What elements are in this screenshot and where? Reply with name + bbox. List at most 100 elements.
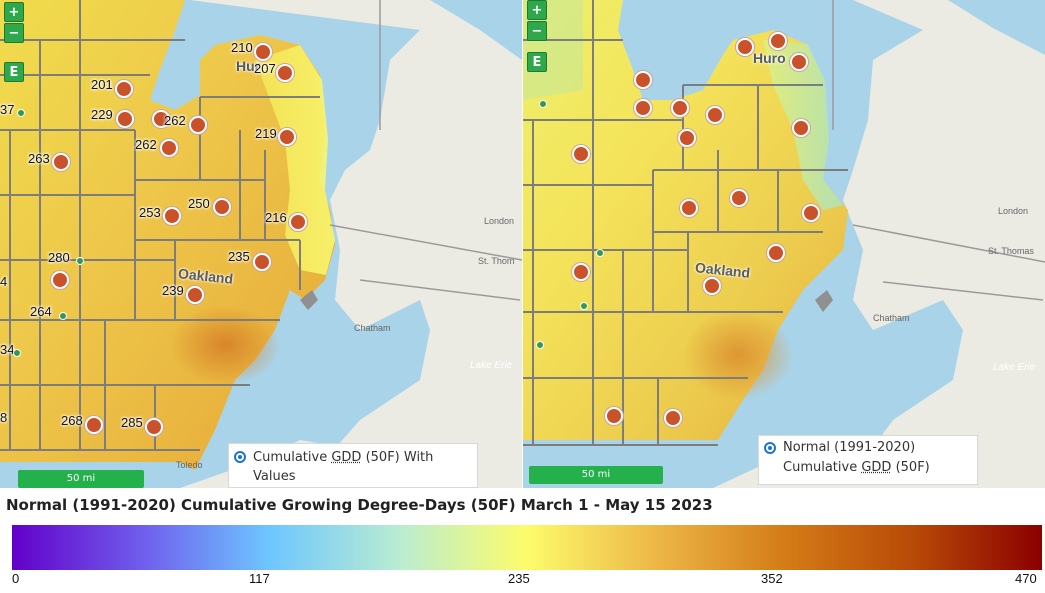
station-marker[interactable] [767, 244, 785, 262]
scale-bar-left: 50 mi [18, 470, 144, 488]
scale-bar-right: 50 mi [529, 466, 663, 484]
station-marker[interactable] [145, 418, 163, 436]
station-marker[interactable] [706, 106, 724, 124]
aux-station-marker[interactable] [13, 349, 21, 357]
station-marker[interactable] [186, 286, 204, 304]
ontario-land [190, 0, 522, 488]
station-value: 285 [121, 415, 143, 430]
station-value: 219 [255, 126, 277, 141]
station-value-partial: 4 [0, 274, 8, 289]
aux-station-marker[interactable] [580, 302, 588, 310]
station-marker[interactable] [254, 43, 272, 61]
aux-station-marker[interactable] [539, 100, 547, 108]
layer-label-line1: Cumulative GDD (50F) With [253, 450, 434, 465]
station-marker[interactable] [634, 71, 652, 89]
station-marker[interactable] [605, 407, 623, 425]
extent-button[interactable]: E [4, 62, 24, 82]
legend-tick: 235 [508, 571, 530, 586]
ontario-land [843, 0, 1045, 488]
station-marker[interactable] [664, 409, 682, 427]
legend-tick-max: 470 [1015, 571, 1037, 586]
city-label-london: London [484, 216, 515, 226]
station-marker[interactable] [678, 129, 696, 147]
layer-radio-selected[interactable] [764, 442, 776, 454]
station-value-partial: 34 [0, 342, 15, 357]
layer-radio-selected[interactable] [234, 451, 246, 463]
station-marker[interactable] [116, 110, 134, 128]
aux-station-marker[interactable] [596, 249, 604, 257]
station-marker[interactable] [572, 263, 590, 281]
station-marker[interactable] [85, 416, 103, 434]
city-label-chatham: Chatham [873, 313, 910, 323]
city-label-st-thomas: St. Thomas [988, 246, 1034, 256]
station-value: 216 [265, 210, 287, 225]
station-marker[interactable] [289, 213, 307, 231]
station-marker[interactable] [736, 38, 754, 56]
aux-station-marker[interactable] [17, 109, 25, 117]
city-label-chatham: Chatham [354, 323, 391, 333]
panel-divider [522, 0, 523, 488]
place-label-huron: Hur [236, 58, 261, 74]
station-value: 235 [228, 249, 250, 264]
aux-station-marker[interactable] [536, 341, 544, 349]
station-marker[interactable] [213, 198, 231, 216]
legend-tick-min: 0 [12, 571, 20, 586]
station-marker[interactable] [671, 99, 689, 117]
station-marker[interactable] [152, 110, 170, 128]
station-marker[interactable] [634, 99, 652, 117]
station-marker[interactable] [253, 253, 271, 271]
station-marker[interactable] [730, 189, 748, 207]
city-label-toledo: Toledo [176, 460, 203, 470]
station-marker[interactable] [792, 119, 810, 137]
city-label-st-thomas: St. Thom [478, 256, 515, 266]
station-value: 207 [254, 61, 276, 76]
legend-title: Normal (1991-2020) Cumulative Growing De… [6, 496, 713, 514]
station-marker[interactable] [802, 204, 820, 222]
station-value: 210 [231, 40, 253, 55]
station-marker[interactable] [572, 145, 590, 163]
legend-tick: 117 [249, 571, 270, 586]
station-marker[interactable] [163, 207, 181, 225]
aux-station-marker[interactable] [76, 257, 84, 265]
zoom-in-button[interactable]: + [4, 2, 24, 22]
station-value: 268 [61, 413, 83, 428]
zoom-out-button[interactable]: − [4, 23, 24, 43]
layer-label-line2: Cumulative GDD (50F) [783, 460, 930, 475]
station-marker[interactable] [51, 271, 69, 289]
map-panel-right[interactable]: + − E Huro Oakland London St. Thomas Cha… [523, 0, 1045, 488]
station-marker[interactable] [189, 116, 207, 134]
station-marker[interactable] [160, 139, 178, 157]
station-marker[interactable] [680, 199, 698, 217]
station-marker[interactable] [115, 80, 133, 98]
station-marker[interactable] [703, 277, 721, 295]
station-value: 280 [48, 250, 70, 265]
lake-label-erie: Lake Erie [470, 360, 513, 371]
legend-tick: 352 [761, 571, 783, 586]
layer-toggle-right[interactable]: Normal (1991-2020) Cumulative GDD (50F) [758, 435, 978, 485]
aux-station-marker[interactable] [59, 312, 67, 320]
station-marker[interactable] [790, 53, 808, 71]
extent-button[interactable]: E [527, 52, 547, 72]
station-value: 262 [135, 137, 157, 152]
station-value: 201 [91, 77, 113, 92]
station-marker[interactable] [278, 128, 296, 146]
city-label-london: London [998, 206, 1029, 216]
station-value: 229 [91, 107, 113, 122]
color-scale-bar [12, 525, 1042, 570]
station-value: 262 [164, 113, 186, 128]
station-value: 263 [28, 151, 50, 166]
map-panel-left[interactable]: + − E Hur Oakland London St. Thom Chatha… [0, 0, 522, 488]
zoom-in-button[interactable]: + [527, 0, 547, 20]
gdd-abbreviation: GDD [331, 450, 362, 465]
zoom-out-button[interactable]: − [527, 21, 547, 41]
gdd-abbreviation: GDD [861, 460, 892, 475]
layer-label-line2: Values [253, 469, 296, 484]
layer-label-line1: Normal (1991-2020) [783, 440, 916, 455]
station-marker[interactable] [276, 64, 294, 82]
station-marker[interactable] [52, 153, 70, 171]
county-boundaries-right [523, 0, 848, 446]
layer-toggle-left[interactable]: Cumulative GDD (50F) With Values [228, 443, 478, 488]
station-value: 250 [188, 196, 210, 211]
station-value: 253 [139, 205, 161, 220]
station-marker[interactable] [769, 32, 787, 50]
